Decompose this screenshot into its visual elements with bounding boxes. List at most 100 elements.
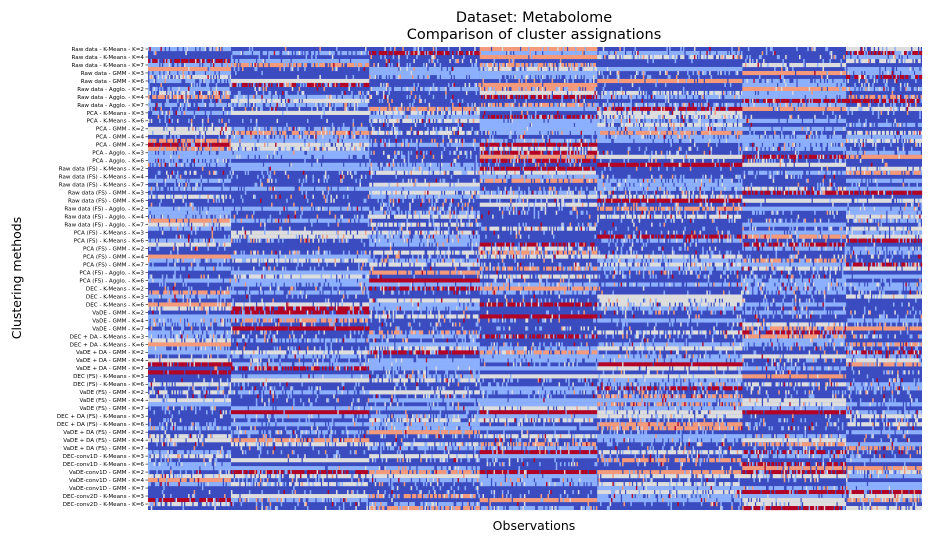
heatmap-cell <box>163 214 168 219</box>
heatmap-cell <box>165 194 171 199</box>
heatmap-cell <box>425 118 428 123</box>
heatmap-cell <box>890 58 896 64</box>
heatmap-cell <box>872 130 877 135</box>
heatmap-cell <box>716 126 722 131</box>
heatmap-cell <box>485 178 494 183</box>
heatmap-cell <box>207 142 209 147</box>
heatmap-cell <box>543 174 552 179</box>
heatmap-cell <box>395 190 397 195</box>
heatmap-cell <box>916 94 918 100</box>
heatmap-cell <box>251 47 254 52</box>
heatmap-cell <box>413 66 415 72</box>
heatmap-cell <box>562 114 565 119</box>
heatmap-cell <box>282 102 284 108</box>
heatmap-cell <box>535 110 537 115</box>
heatmap-cell <box>742 82 778 88</box>
heatmap-cell <box>854 130 856 135</box>
heatmap-cell <box>742 98 744 104</box>
heatmap-cell <box>631 82 634 88</box>
heatmap-cell <box>794 150 797 155</box>
heatmap-cell <box>599 130 609 135</box>
heatmap-cell <box>192 94 196 100</box>
heatmap-cell <box>700 122 703 127</box>
heatmap-cell <box>167 86 171 92</box>
heatmap-cell <box>826 114 829 119</box>
heatmap-cell <box>212 170 215 175</box>
heatmap-cell <box>588 190 596 195</box>
heatmap-cell <box>866 86 869 92</box>
heatmap-cell <box>446 142 450 147</box>
heatmap-cell <box>775 98 780 104</box>
heatmap-cell <box>793 190 797 195</box>
heatmap-cell <box>237 154 240 159</box>
heatmap-cell <box>700 102 703 108</box>
heatmap-cell <box>652 106 656 112</box>
heatmap-cell <box>710 202 713 207</box>
heatmap-cell <box>218 150 232 155</box>
heatmap-cell <box>865 86 867 92</box>
heatmap-cell <box>826 74 829 80</box>
heatmap-cell <box>294 214 297 219</box>
heatmap-cell <box>499 78 501 84</box>
heatmap-cell <box>713 102 717 108</box>
heatmap-cell <box>892 102 896 108</box>
heatmap-cell <box>402 138 404 143</box>
heatmap-cell <box>514 74 516 80</box>
heatmap-cell <box>669 54 672 60</box>
heatmap-cell <box>663 54 670 60</box>
heatmap-cell <box>861 206 865 211</box>
heatmap-cell <box>566 190 569 195</box>
heatmap-cell <box>208 178 219 183</box>
heatmap-cell <box>428 182 431 187</box>
heatmap-cell <box>185 78 196 84</box>
heatmap-cell <box>219 146 225 151</box>
heatmap-cell <box>580 186 583 191</box>
heatmap-cell <box>313 134 316 139</box>
heatmap-cell <box>716 210 718 215</box>
heatmap-cell <box>384 142 386 147</box>
heatmap-cell <box>474 130 478 135</box>
heatmap-cell <box>286 134 288 139</box>
heatmap-cell <box>789 142 793 147</box>
heatmap-cell <box>331 66 334 72</box>
heatmap-cell <box>717 158 719 163</box>
heatmap-cell <box>854 198 858 203</box>
heatmap-cell <box>769 218 772 223</box>
heatmap-cell <box>540 226 543 231</box>
heatmap-cell <box>656 198 671 203</box>
heatmap-cell <box>638 206 648 211</box>
heatmap-cell <box>177 170 179 175</box>
heatmap-cell <box>735 130 737 135</box>
heatmap-cell <box>479 146 483 151</box>
heatmap-cell <box>150 58 153 64</box>
heatmap-cell <box>640 106 652 112</box>
heatmap-cell <box>290 62 292 68</box>
heatmap-cell <box>523 158 526 163</box>
heatmap-cell <box>224 122 226 127</box>
heatmap-cell <box>504 102 509 108</box>
heatmap-cell <box>170 174 172 179</box>
heatmap-cell <box>212 47 216 52</box>
heatmap-cell <box>861 142 863 147</box>
heatmap-cell <box>747 158 750 163</box>
heatmap-cell <box>167 58 171 64</box>
heatmap-cell <box>233 134 236 139</box>
heatmap-cell <box>734 94 736 100</box>
heatmap-cell <box>875 178 877 183</box>
heatmap-cell <box>525 138 533 143</box>
heatmap-cell <box>445 190 455 195</box>
heatmap-cell <box>530 54 533 60</box>
heatmap-cell <box>507 142 512 147</box>
heatmap-cell <box>598 114 602 119</box>
heatmap-cell <box>452 106 462 112</box>
heatmap-cell <box>470 50 473 56</box>
heatmap-cell <box>703 134 714 139</box>
heatmap-cell <box>293 62 297 68</box>
heatmap-cell <box>237 62 240 68</box>
heatmap-cell <box>535 226 538 231</box>
heatmap-cell <box>432 58 435 64</box>
heatmap-cell <box>909 98 914 104</box>
heatmap-cell <box>584 47 587 52</box>
heatmap-cell <box>577 98 580 104</box>
heatmap-cell <box>746 118 748 123</box>
